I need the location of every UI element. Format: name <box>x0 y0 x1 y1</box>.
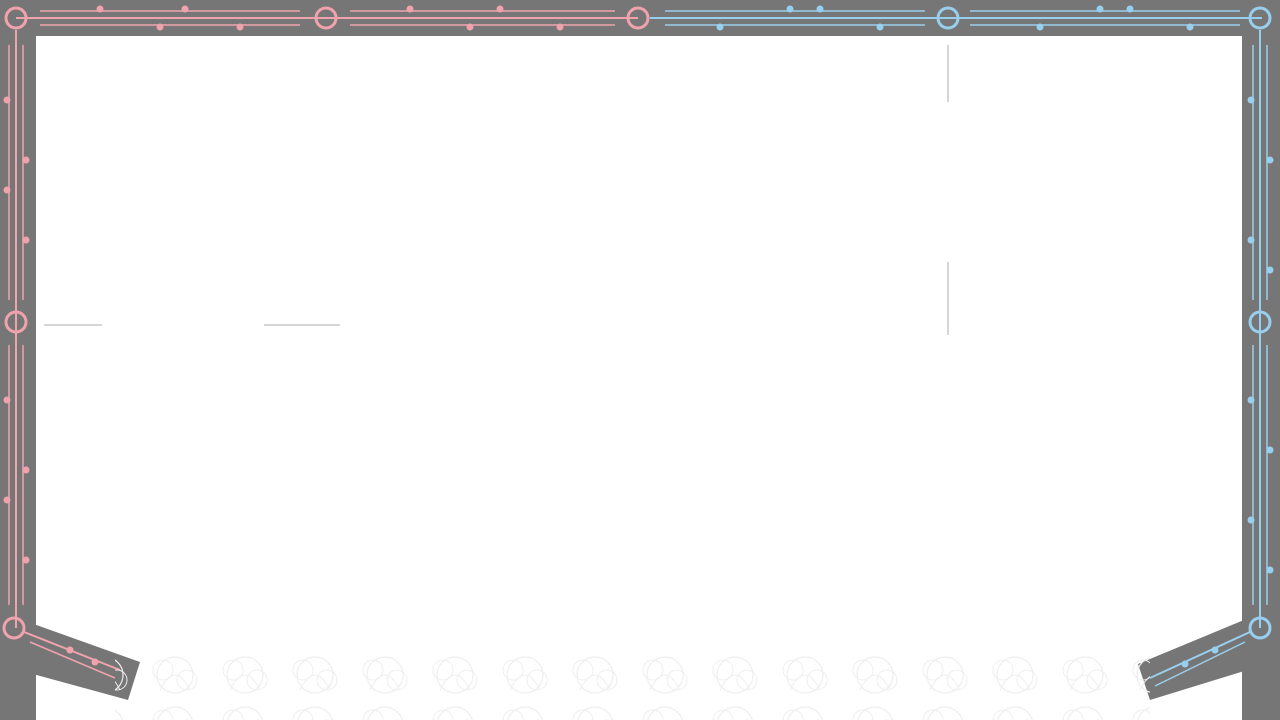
content-panel <box>36 36 1242 636</box>
circuit-trace-ornament-left <box>2 30 121 679</box>
circuit-trace-ornament-top-right <box>650 5 1272 31</box>
circuit-trace-ornament-right <box>1149 30 1274 687</box>
panel-divider-marks <box>44 45 949 335</box>
lattice-pattern <box>115 648 1150 720</box>
circuit-trace-ornament-top-left <box>4 5 650 31</box>
